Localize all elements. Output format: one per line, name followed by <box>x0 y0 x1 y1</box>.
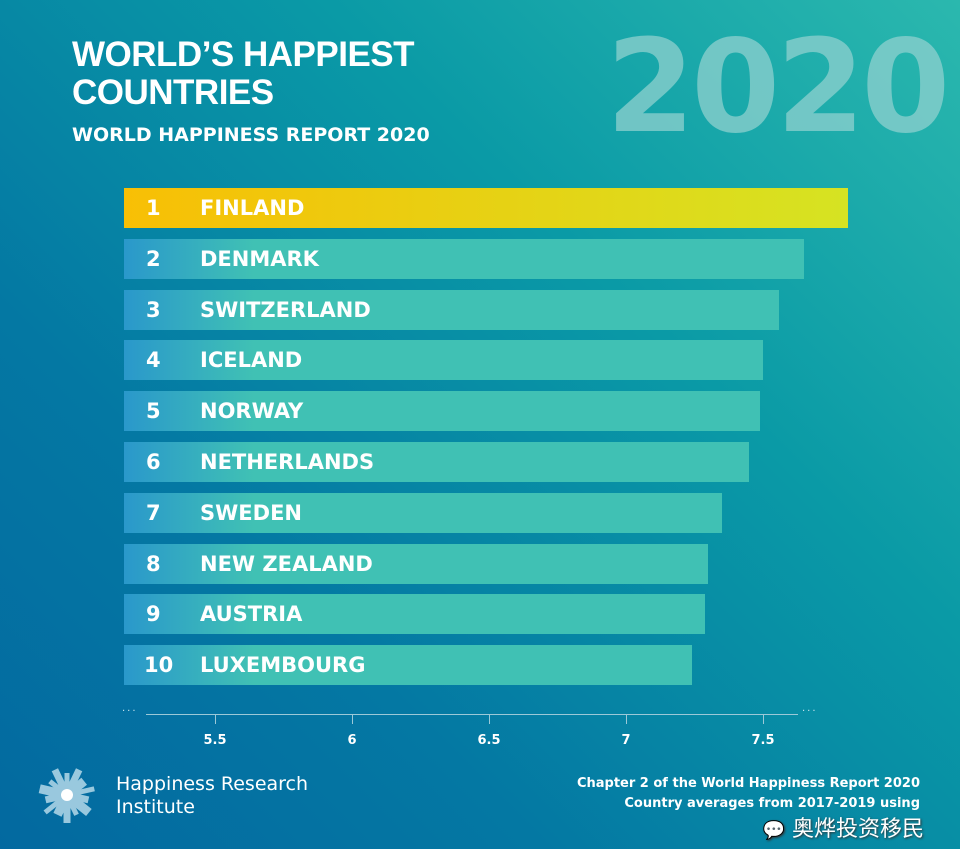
country-label: NEW ZEALAND <box>200 551 373 576</box>
rank-label: 5 <box>146 399 161 424</box>
x-axis-line <box>146 714 798 715</box>
x-tick-label: 6 <box>347 733 357 748</box>
chart-subtitle: WORLD HAPPINESS REPORT 2020 <box>72 124 430 146</box>
rank-label: 4 <box>146 348 161 373</box>
source-line-2: Country averages from 2017-2019 using <box>624 796 920 811</box>
org-line-1: Happiness Research <box>116 773 309 795</box>
rank-label: 2 <box>146 246 161 271</box>
x-tick-mark <box>489 714 490 724</box>
bar-iceland: 4 ICELAND <box>124 340 763 381</box>
org-line-2: Institute <box>116 796 195 818</box>
country-label: NORWAY <box>200 399 304 424</box>
rank-label: 9 <box>146 602 161 627</box>
x-tick-mark <box>352 714 353 724</box>
country-label: DENMARK <box>200 246 319 271</box>
logo-ray <box>63 795 71 823</box>
axis-break-right: ··· <box>802 706 818 717</box>
source-line-1: Chapter 2 of the World Happiness Report … <box>576 776 920 791</box>
wechat-watermark: 💬 奥烨投资移民 <box>763 817 924 844</box>
country-label: SWITZERLAND <box>200 297 371 322</box>
x-tick-mark <box>215 714 216 724</box>
rank-label: 6 <box>146 450 161 474</box>
x-tick-label: 7.5 <box>751 733 775 748</box>
rank-label: 3 <box>146 297 161 322</box>
x-tick-label: 5.5 <box>203 733 227 748</box>
country-label: FINLAND <box>200 196 305 220</box>
bar-norway: 5 NORWAY <box>124 391 761 432</box>
country-label: LUXEMBOURG <box>200 653 366 678</box>
x-tick-label: 6.5 <box>477 733 501 748</box>
logo-ray <box>38 784 69 800</box>
country-label: ICELAND <box>200 348 303 373</box>
rank-label: 10 <box>144 653 174 678</box>
bar-new-zealand: 8 NEW ZEALAND <box>124 543 709 584</box>
x-tick-mark <box>626 714 627 724</box>
bar-finland: 1 FINLAND <box>124 188 848 228</box>
bar-sweden: 7 SWEDEN <box>124 492 722 533</box>
bar-denmark: 2 DENMARK <box>124 238 805 279</box>
country-label: NETHERLANDS <box>200 450 375 474</box>
country-label: SWEDEN <box>200 500 302 525</box>
rank-label: 1 <box>146 196 161 220</box>
wechat-icon: 💬 <box>762 820 785 841</box>
logo-ray <box>64 773 70 795</box>
watermark-text: 奥烨投资移民 <box>791 817 924 842</box>
chart-title: WORLD’S HAPPIEST COUNTRIES <box>72 35 415 112</box>
bar-netherlands: 6 NETHERLANDS <box>124 442 750 482</box>
rank-label: 7 <box>146 500 161 525</box>
happiness-research-institute-logo-icon <box>38 766 96 828</box>
organization-name: Happiness Research Institute <box>116 773 308 819</box>
x-tick-label: 7 <box>621 733 631 748</box>
bar-austria: 9 AUSTRIA <box>124 594 706 635</box>
country-label: AUSTRIA <box>200 602 303 627</box>
year-watermark: 2020 <box>606 13 950 162</box>
x-tick-mark <box>763 714 764 724</box>
axis-break-left: ··· <box>122 706 138 717</box>
bar-luxembourg: 10 LUXEMBOURG <box>124 645 692 686</box>
bar-switzerland: 3 SWITZERLAND <box>124 289 780 330</box>
rank-label: 8 <box>146 551 161 576</box>
